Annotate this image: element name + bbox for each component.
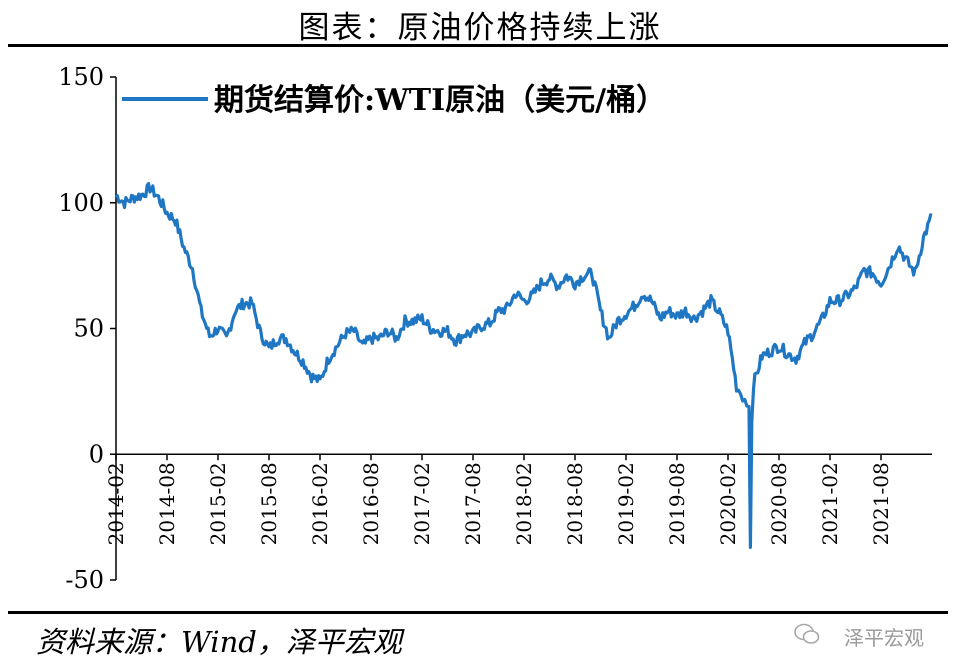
watermark: 泽平宏观 (844, 626, 924, 650)
x-tick-label: 2019-08 (665, 462, 689, 545)
wechat-icon (794, 623, 820, 644)
y-tick-label: 100 (58, 189, 104, 217)
y-tick-label: 150 (58, 63, 104, 91)
legend-label: 期货结算价:WTI原油（美元/桶） (214, 83, 666, 118)
y-tick-label: -50 (65, 566, 104, 594)
x-tick-label: 2014-08 (155, 462, 179, 545)
x-tick-label: 2016-08 (359, 462, 383, 545)
x-tick-label: 2019-02 (614, 462, 638, 545)
x-tick-label: 2020-02 (716, 462, 740, 545)
series-line-wti (115, 182, 933, 549)
x-tick-label: 2017-02 (410, 462, 434, 545)
x-tick-label: 2020-08 (767, 462, 791, 545)
x-tick-label: 2017-08 (461, 462, 485, 545)
y-tick-label: 0 (89, 440, 104, 468)
x-tick-label: 2014-02 (104, 462, 128, 545)
x-tick-label: 2015-08 (257, 462, 281, 545)
chart-legend: 期货结算价:WTI原油（美元/桶） (122, 83, 666, 118)
x-tick-label: 2021-08 (869, 462, 893, 545)
top-rule (8, 44, 948, 47)
bottom-rule (8, 611, 948, 614)
x-tick-label: 2018-02 (512, 462, 536, 545)
x-tick-label: 2021-02 (818, 462, 842, 545)
x-tick-label: 2016-02 (308, 462, 332, 545)
x-tick-label: 2018-08 (563, 462, 587, 545)
source-note: 资料来源：Wind，泽平宏观 (36, 625, 402, 659)
chart-series (115, 182, 933, 549)
chart-title: 图表：原油价格持续上涨 (298, 10, 662, 46)
y-tick-label: 50 (73, 315, 104, 343)
x-tick-label: 2015-02 (206, 462, 230, 545)
